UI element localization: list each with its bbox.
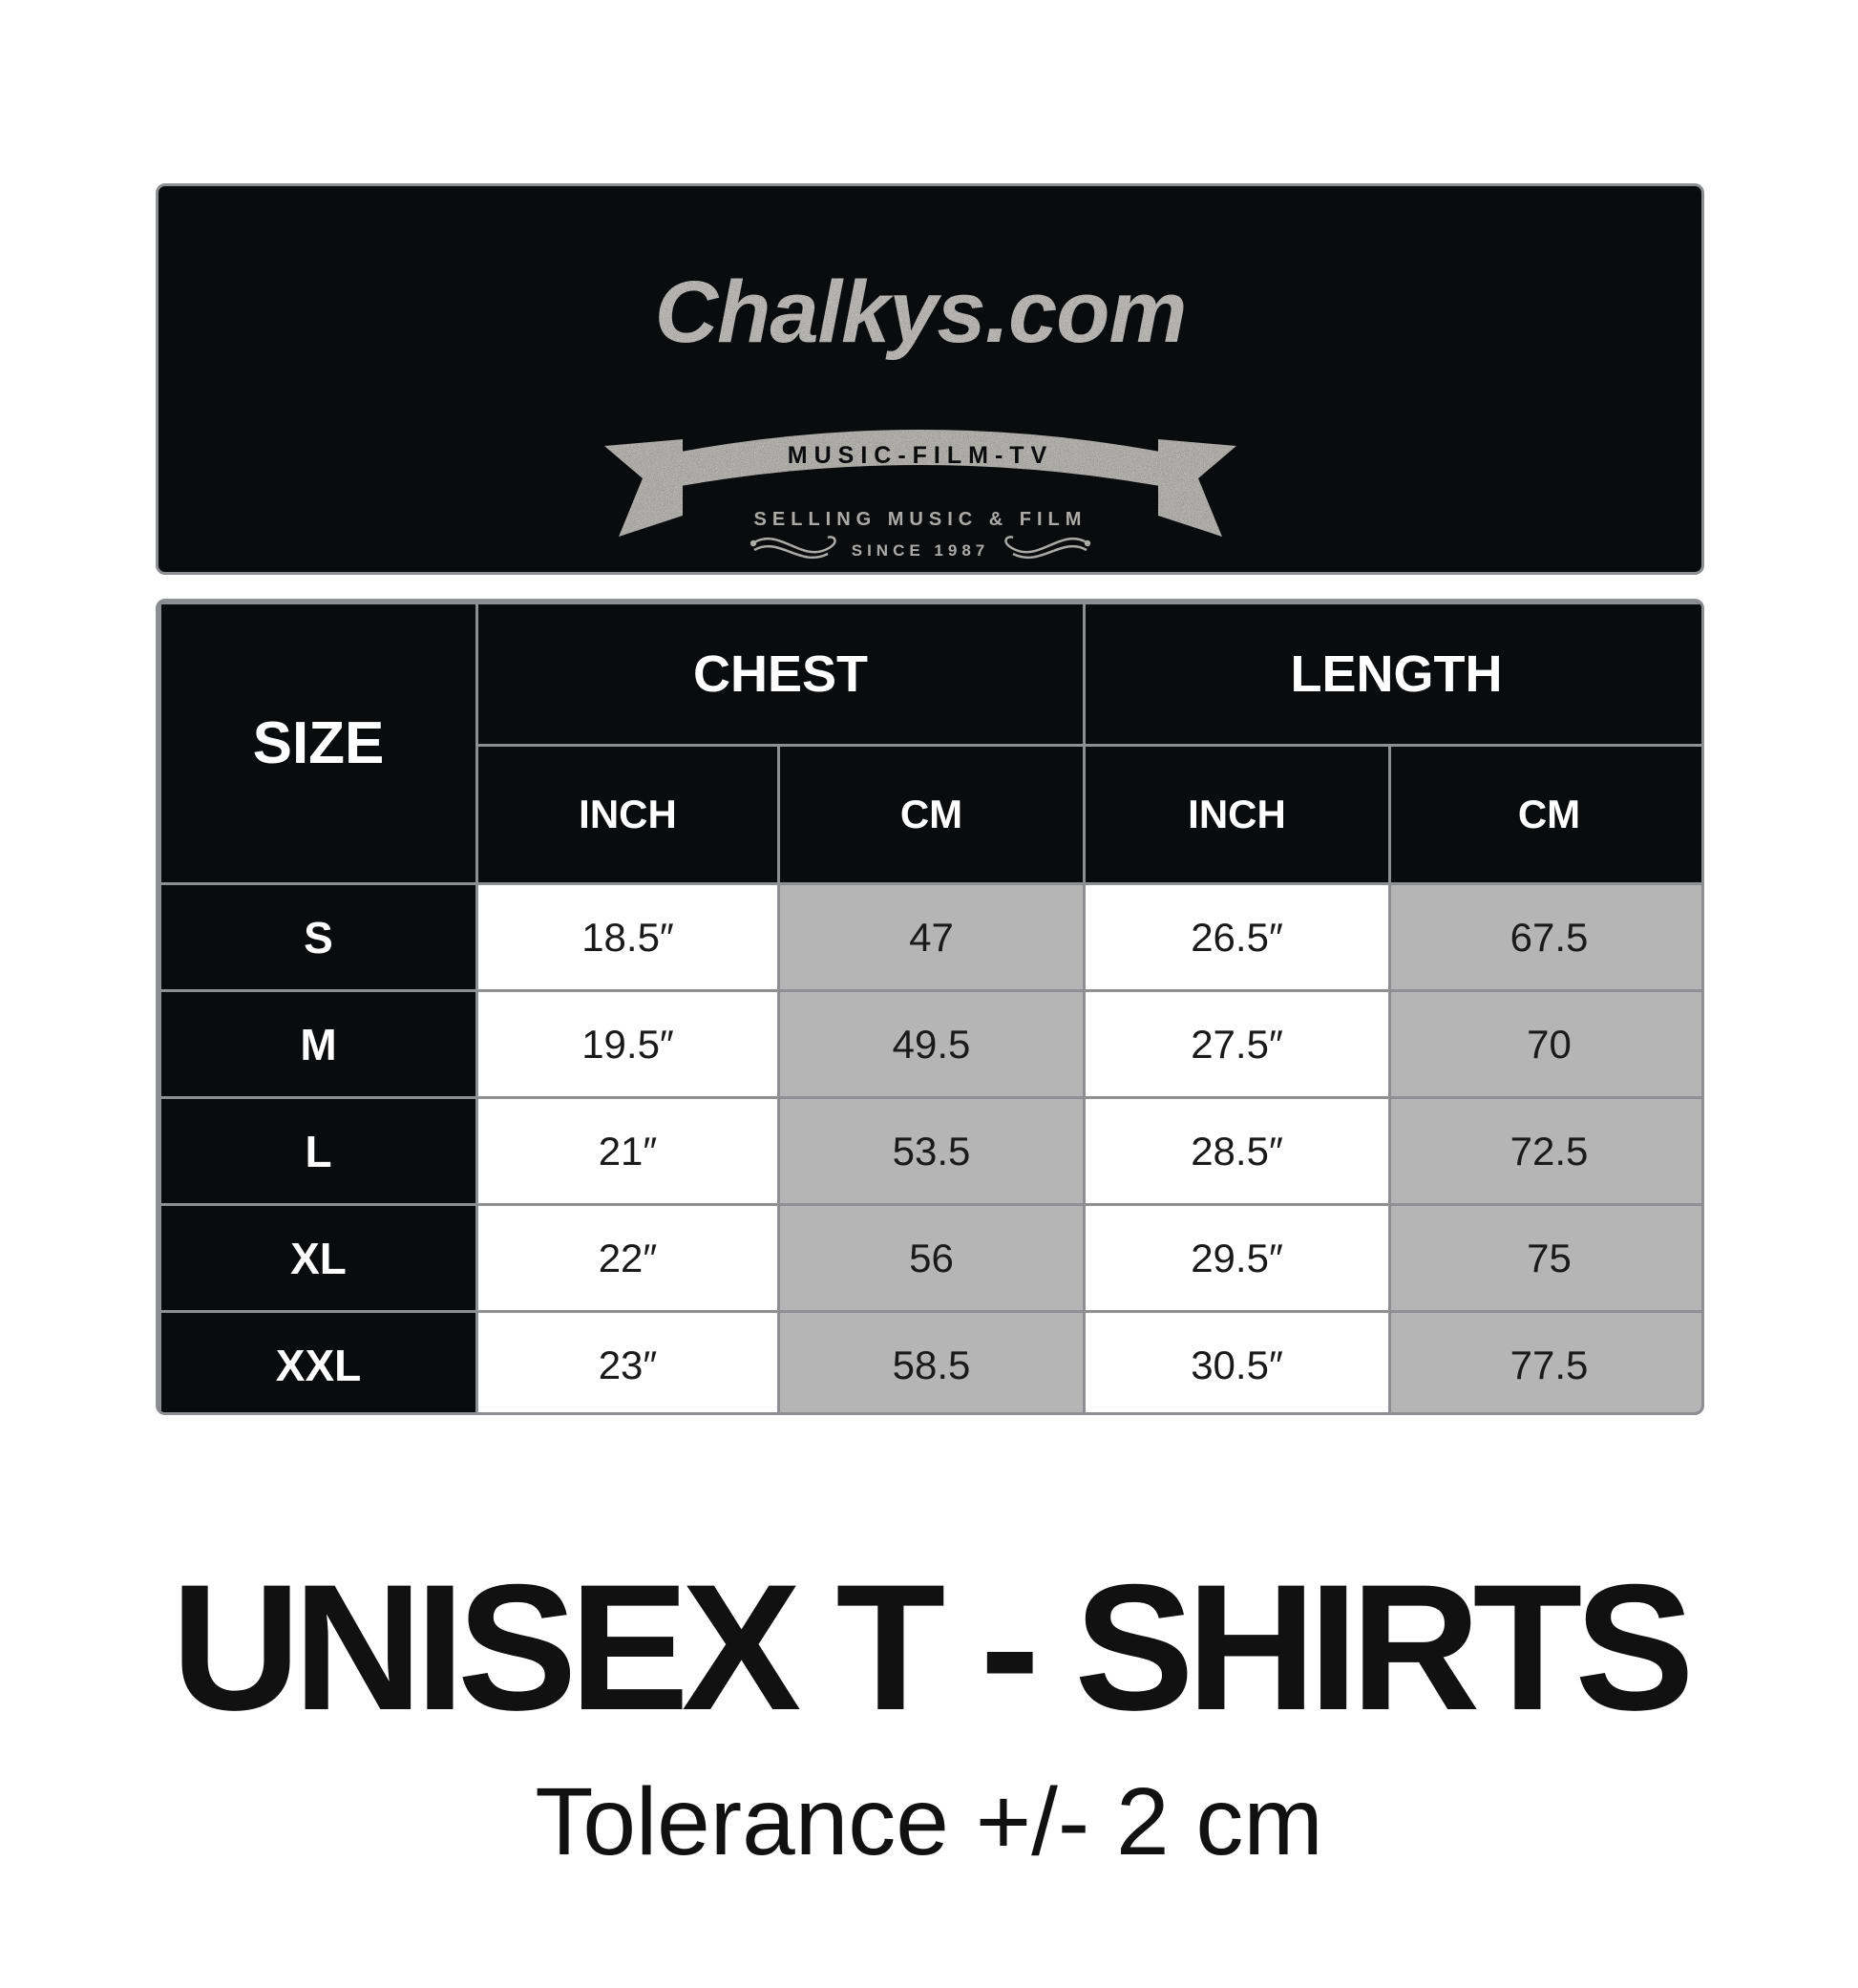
svg-text:SELLING MUSIC & FILM: SELLING MUSIC & FILM (754, 509, 1087, 530)
svg-text:Chalkys.com: Chalkys.com (655, 264, 1187, 361)
svg-text:SINCE 1987: SINCE 1987 (852, 541, 990, 560)
svg-text:MUSIC-FILM-TV: MUSIC-FILM-TV (788, 442, 1053, 469)
